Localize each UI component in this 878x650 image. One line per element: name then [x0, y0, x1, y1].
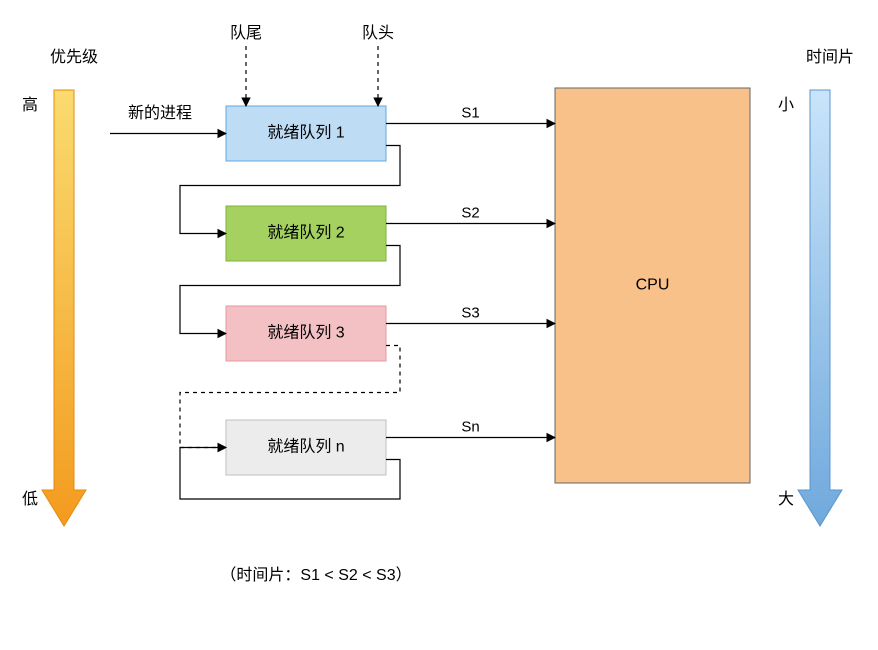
queue-label-3: 就绪队列 3 [267, 324, 344, 342]
multilevel-feedback-queue-diagram: CPU 就绪队列 1 就绪队列 2 就绪队列 3 就绪队列 n S1 S2 S3 Sn 优先… [0, 0, 878, 650]
priority-arrow [42, 90, 86, 526]
queue-head-label: 队头 [362, 24, 394, 42]
timeslice-title: 时间片 [806, 48, 854, 66]
svg-text:Sn: Sn [461, 419, 479, 436]
svg-text:S2: S2 [461, 205, 479, 222]
queue-label-4: 就绪队列 n [267, 438, 344, 456]
footer-label: （时间片：S1 < S2 < S3） [220, 566, 411, 584]
timeslice-large-label: 大 [778, 490, 794, 508]
cpu-label: CPU [636, 277, 670, 294]
priority-title: 优先级 [50, 48, 98, 66]
svg-text:S1: S1 [461, 105, 479, 122]
timeslice-small-label: 小 [778, 96, 794, 114]
priority-high-label: 高 [22, 96, 38, 114]
queue-label-2: 就绪队列 2 [267, 224, 344, 242]
new-process-label: 新的进程 [128, 104, 192, 122]
queue-label-1: 就绪队列 1 [267, 124, 344, 142]
timeslice-arrow [798, 90, 842, 526]
queue-tail-label: 队尾 [230, 24, 262, 42]
svg-text:S3: S3 [461, 305, 479, 322]
priority-low-label: 低 [22, 490, 38, 508]
